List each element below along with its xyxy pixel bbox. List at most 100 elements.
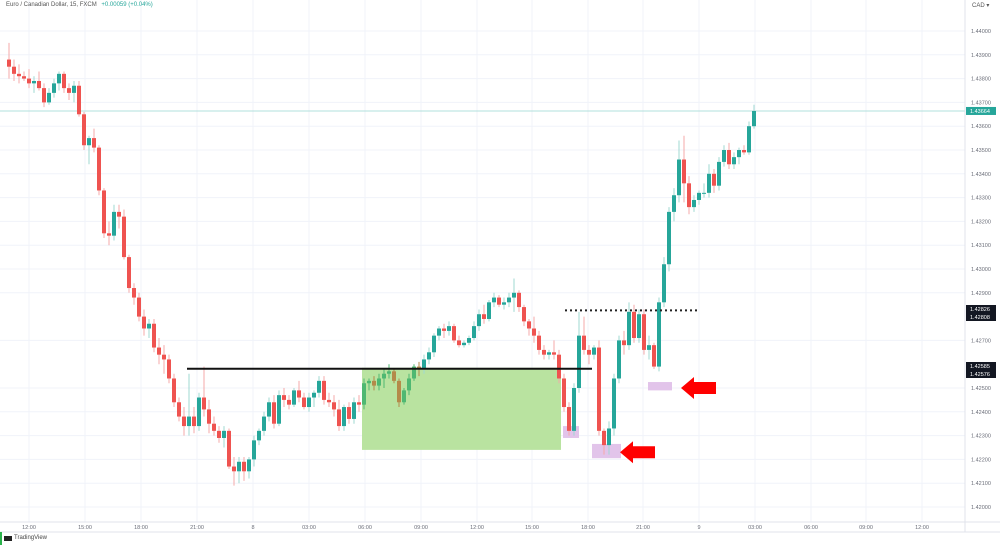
candle: [267, 397, 271, 422]
candle-body: [702, 192, 706, 194]
candle-body: [182, 416, 186, 427]
candle: [37, 71, 41, 91]
candle: [147, 318, 151, 339]
candle: [87, 135, 91, 165]
candle-body: [322, 380, 326, 400]
candle: [182, 407, 186, 436]
candle: [32, 76, 36, 93]
candle: [697, 190, 701, 205]
candle: [132, 283, 136, 305]
candle-body: [377, 378, 381, 386]
side-accent: [0, 532, 2, 545]
candle: [277, 390, 281, 427]
price-axis[interactable]: 1.44000 1.43900 1.43800 1.43700 1.43600 1.435…: [964, 0, 996, 532]
candle-body: [752, 110, 756, 127]
candle: [57, 71, 61, 91]
candle: [372, 376, 376, 391]
price-tick-label: 1.43600: [971, 124, 991, 130]
candle-body: [207, 409, 211, 424]
candle-body: [662, 264, 666, 303]
candle: [72, 80, 76, 103]
candle-body: [517, 292, 521, 308]
liquidity-box: [592, 443, 621, 459]
candle-body: [202, 397, 206, 410]
candle: [22, 71, 26, 81]
candle-body: [492, 297, 496, 303]
candle-body: [47, 92, 51, 103]
candle: [317, 376, 321, 398]
candle: [367, 378, 371, 391]
time-axis[interactable]: 12:00 15:00 18:00 21:00 8 03:00 06:00 09:00 12:0…: [0, 521, 1000, 533]
candle-body: [572, 388, 576, 431]
candle-body: [22, 76, 26, 79]
candle: [447, 321, 451, 336]
candle: [157, 338, 161, 365]
candle: [357, 395, 361, 412]
candle-body: [287, 399, 291, 405]
time-tick-label: 03:00: [748, 525, 762, 531]
price-tick-label: 1.43200: [971, 219, 991, 225]
candle-body: [457, 340, 461, 346]
price-tick-label: 1.43800: [971, 77, 991, 83]
candle: [77, 80, 81, 117]
candle-body: [542, 349, 546, 355]
candle: [302, 392, 306, 410]
time-tick-label: 06:00: [358, 525, 372, 531]
candle: [662, 257, 666, 308]
candle-body: [92, 138, 96, 148]
candle: [682, 135, 686, 203]
candle: [152, 318, 156, 353]
candle-body: [272, 402, 276, 424]
candle: [62, 71, 66, 93]
candle: [437, 326, 441, 341]
time-tick-label: 18:00: [581, 525, 595, 531]
currency-selector[interactable]: CAD ▾: [972, 2, 989, 9]
candle-body: [677, 159, 681, 196]
candle: [82, 111, 86, 150]
candle-body: [382, 373, 386, 379]
candle: [107, 221, 111, 246]
candle: [742, 145, 746, 155]
price-tick-label: 1.42400: [971, 410, 991, 416]
candle-body: [277, 395, 281, 424]
demand-zone: [362, 367, 561, 450]
candle-body: [652, 345, 656, 367]
candle: [517, 290, 521, 312]
candle-body: [512, 292, 516, 298]
candle-body: [687, 183, 691, 208]
candle: [217, 426, 221, 443]
candle-body: [502, 302, 506, 305]
price-tag-label: 1.42576: [970, 372, 990, 378]
candle: [387, 364, 391, 379]
candle-body: [642, 314, 646, 350]
price-tag: 1.42826: [966, 305, 996, 313]
candle-body: [57, 73, 61, 84]
candle-body: [387, 371, 391, 374]
candle-body: [627, 311, 631, 346]
candle: [687, 176, 691, 215]
candle-body: [142, 316, 146, 329]
candle-body: [482, 314, 486, 319]
candle: [282, 388, 286, 408]
price-tick-label: 1.43100: [971, 243, 991, 249]
candle: [382, 368, 386, 388]
candle-body: [127, 257, 131, 289]
candle: [482, 304, 486, 324]
candle: [392, 368, 396, 384]
candle-body: [222, 430, 226, 438]
candle: [347, 402, 351, 424]
candle-body: [132, 288, 136, 298]
liquidity-box: [563, 426, 579, 438]
candle-body: [37, 80, 41, 89]
candle-body: [637, 314, 641, 339]
candle-body: [282, 395, 286, 400]
price-tag-bg: [966, 106, 996, 115]
candle-body: [392, 371, 396, 381]
candle: [407, 373, 411, 396]
candle-body: [332, 402, 336, 410]
candle-body: [412, 366, 416, 379]
price-tick-label: 1.42200: [971, 457, 991, 463]
candle: [602, 428, 606, 455]
candle-body: [507, 297, 511, 303]
